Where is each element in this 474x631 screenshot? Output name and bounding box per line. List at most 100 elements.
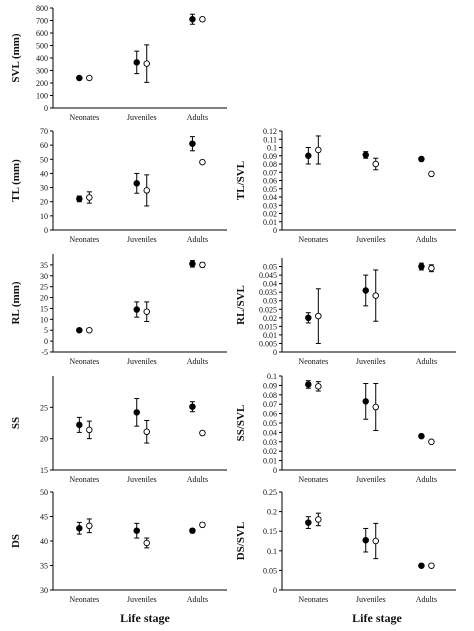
y-tick-label: 0.03 [263, 297, 277, 306]
filled-point [133, 409, 140, 416]
filled-point [133, 59, 140, 66]
category-label: Juveniles [127, 595, 157, 604]
filled-point [76, 421, 83, 429]
y-axis-label: RL/SVL [235, 285, 247, 325]
category-label: Neonates [69, 475, 99, 484]
filled-point [76, 195, 83, 203]
open-point [86, 194, 93, 201]
y-axis-label: SVL (mm) [10, 33, 22, 83]
filled-point [418, 263, 425, 270]
y-tick-label: 0.06 [263, 410, 277, 419]
y-tick-label: 0.09 [263, 152, 277, 161]
open-point [143, 60, 150, 67]
y-tick-label: 0.01 [263, 331, 277, 340]
open-point [428, 438, 435, 446]
y-tick-label: 0.08 [263, 160, 277, 169]
category-label: Neonates [69, 595, 99, 604]
category-label: Adults [187, 475, 208, 484]
y-tick-label: 25 [40, 283, 48, 292]
y-tick-label: 30 [40, 184, 48, 193]
y-tick-label: 0 [44, 337, 48, 346]
filled-point [362, 398, 369, 405]
open-point [143, 187, 150, 194]
x-axis-label-right: Life stage [352, 611, 402, 625]
panel-svl: 0 100 200 300 400 500 600 700 800 SVL (mm) Neonate… [10, 4, 227, 122]
y-tick-label: 30 [40, 586, 48, 595]
y-tick-label: 0.07 [263, 168, 277, 177]
open-point [199, 158, 206, 166]
y-tick-label: 0 [44, 104, 48, 113]
category-label: Adults [416, 235, 437, 244]
category-label: Juveniles [127, 357, 157, 366]
category-label: Neonates [298, 595, 328, 604]
category-label: Adults [187, 235, 208, 244]
y-tick-label: 0.02 [263, 210, 277, 219]
y-axis-label: RL (mm) [10, 281, 22, 324]
y-tick-label: 0.2 [267, 508, 277, 517]
y-tick-label: 0.25 [263, 488, 277, 497]
y-tick-label: 0.1 [267, 144, 277, 153]
open-point [428, 265, 435, 272]
panel-ds: 30 35 40 45 50 DS Neonates Juveniles Adults [10, 488, 227, 604]
category-label: Juveniles [356, 357, 386, 366]
y-tick-label: 0.05 [263, 566, 277, 575]
filled-point [189, 140, 196, 147]
y-tick-label: 0.15 [263, 527, 277, 536]
filled-point [133, 180, 140, 187]
filled-point [305, 381, 312, 388]
y-tick-label: 600 [36, 29, 48, 38]
y-tick-label: 50 [40, 488, 48, 497]
y-tick-label: 45 [40, 513, 48, 522]
y-tick-label: 0.05 [263, 419, 277, 428]
y-tick-label: 0.005 [259, 339, 277, 348]
y-tick-label: 0 [273, 466, 277, 475]
open-point [199, 521, 206, 529]
category-label: Neonates [298, 357, 328, 366]
y-tick-label: 0 [273, 348, 277, 357]
filled-point [362, 151, 369, 159]
category-label: Juveniles [356, 595, 386, 604]
y-tick-label: 0.01 [263, 457, 277, 466]
y-tick-label: 700 [36, 17, 48, 26]
category-label: Juveniles [127, 235, 157, 244]
open-point [86, 522, 93, 530]
y-tick-label: 35 [40, 261, 48, 270]
y-tick-label: 0.035 [259, 288, 277, 297]
y-tick-label: 20 [40, 435, 48, 444]
filled-point [189, 260, 196, 268]
y-tick-label: 20 [40, 294, 48, 303]
y-tick-label: 0 [273, 586, 277, 595]
y-tick-label: 20 [40, 198, 48, 207]
y-axis-label: TL/SVL [235, 161, 247, 200]
y-tick-label: 60 [40, 141, 48, 150]
y-tick-label: 0.05 [263, 263, 277, 272]
filled-point [305, 314, 312, 322]
y-axis-label: SS [10, 417, 22, 429]
filled-point [76, 74, 83, 82]
y-tick-label: 15 [40, 304, 48, 313]
open-point [428, 170, 435, 178]
filled-point [76, 525, 83, 532]
y-tick-label: 0.02 [263, 447, 277, 456]
y-axis-label: SS/SVL [235, 405, 247, 442]
open-point [199, 16, 206, 23]
filled-point [189, 16, 196, 23]
filled-point [418, 155, 425, 163]
y-tick-label: 0 [44, 226, 48, 235]
panel-rlsvl: 00.0050.010.0150.020.0250.030.0350.040.0… [235, 258, 456, 366]
category-label: Juveniles [356, 475, 386, 484]
open-point [199, 261, 206, 269]
x-axis-label-left: Life stage [120, 611, 170, 625]
panel-dssvl: 0 0.05 0.1 0.15 0.2 0.25 DS/SVL Neonates Juvenil… [235, 488, 456, 604]
y-tick-label: 100 [36, 92, 48, 101]
y-tick-label: 0.04 [263, 280, 277, 289]
filled-point [305, 519, 312, 526]
open-point [143, 308, 150, 315]
y-tick-label: 0.08 [263, 391, 277, 400]
y-tick-label: 0.1 [267, 372, 277, 381]
y-tick-label: 0.12 [263, 127, 277, 136]
category-label: Adults [416, 357, 437, 366]
filled-point [189, 527, 196, 534]
category-label: Adults [187, 113, 208, 122]
